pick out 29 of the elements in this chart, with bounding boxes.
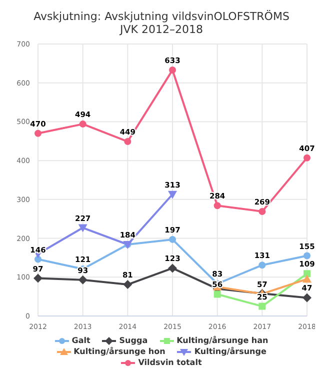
point [124,138,132,146]
point [79,120,86,128]
legend-label: Kulting/årsunge hon [72,347,166,356]
point [258,302,266,310]
point [169,66,176,74]
point [34,130,42,137]
point [302,274,312,283]
point [168,264,177,273]
point [168,190,177,199]
point [34,256,42,263]
point [304,154,310,162]
legend-label: Kulting/årsunge [193,347,266,356]
point [304,270,310,278]
point [258,208,266,215]
point [304,252,310,260]
point [302,293,312,302]
point [214,202,221,210]
legend-label: Sugga [118,336,148,345]
chart-title: Avskjutning: Avskjutning vildsvinOLOFSTRÖMS JVK 2012–2018 [32,9,290,36]
legend-label: Kulting/årsunge han [176,336,268,345]
point [169,236,176,243]
point [34,274,42,283]
point [78,275,88,284]
point [258,262,266,269]
point [78,224,88,232]
legend-label: Galt [70,336,90,345]
point [214,290,221,298]
legend-label: Vildsvin totalt [137,358,202,367]
point [123,280,132,290]
